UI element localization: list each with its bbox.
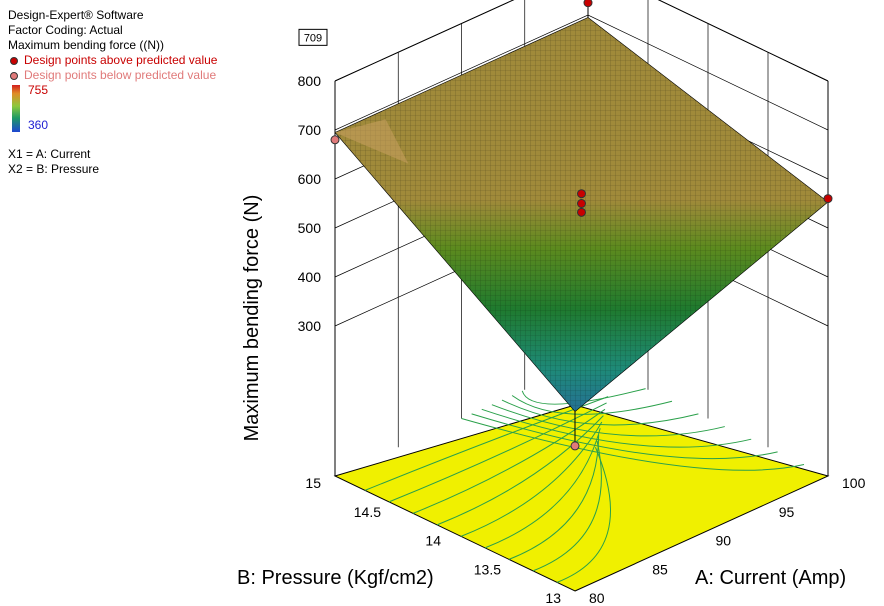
- legend-below-item: Design points below predicted value: [8, 68, 217, 83]
- contour-line: [556, 447, 611, 583]
- value-callout-text: 709: [304, 32, 322, 44]
- design-point: [570, 441, 580, 451]
- contour-line: [501, 399, 699, 426]
- surface-highlight: [335, 119, 409, 164]
- software-label: Design-Expert® Software: [8, 8, 144, 22]
- contour-line: [521, 388, 646, 405]
- contour-line: [471, 413, 778, 460]
- factor-coding-label: Factor Coding: Actual: [8, 23, 123, 37]
- above-point-icon: [10, 56, 18, 65]
- value-callout-box: [298, 28, 328, 46]
- z-tick-label: 500: [298, 220, 322, 236]
- z-axis-title: Maximum bending force (N): [241, 195, 263, 442]
- variable-key: X1 = A: Current X2 = B: Pressure: [8, 147, 217, 177]
- z-tick-label: 600: [298, 171, 322, 187]
- response-label: Maximum bending force ((N)): [8, 38, 165, 52]
- design-point: [330, 135, 340, 145]
- legend-above-item: Design points above predicted value: [8, 53, 217, 68]
- contour-line: [481, 408, 752, 448]
- z-tick-label: 700: [298, 122, 322, 138]
- design-point: [577, 189, 586, 199]
- z-tick-label: 800: [298, 73, 322, 89]
- floor-plane: [333, 404, 830, 592]
- contour-line: [461, 418, 805, 471]
- design-point: [583, 0, 593, 8]
- x-tick-label: 90: [716, 533, 732, 549]
- x2-label: X2 = B: Pressure: [8, 162, 100, 176]
- y-tick-label: 14.5: [354, 504, 381, 520]
- x-axis-title: A: Current (Amp): [695, 567, 846, 589]
- contour-line: [532, 440, 602, 572]
- x1-label: X1 = A: Current: [8, 147, 91, 161]
- z-tick-label: 400: [298, 269, 322, 285]
- gridline-z: [334, 0, 829, 82]
- color-scale-bar: [12, 85, 20, 132]
- x-tick-label: 80: [589, 590, 605, 606]
- design-point: [577, 199, 586, 208]
- y-tick-label: 14: [425, 533, 441, 549]
- color-scale-max: 755: [28, 83, 49, 97]
- contour-line: [491, 404, 725, 437]
- contour-line: [508, 434, 600, 560]
- contour-line: [484, 428, 601, 549]
- x-tick-label: 95: [779, 504, 795, 520]
- design-points: [330, 0, 833, 451]
- x-tick-label: 85: [652, 561, 668, 577]
- color-scale: 755 360: [8, 83, 217, 135]
- y-tick-label: 13: [545, 590, 561, 606]
- below-points-label: Design points below predicted value: [24, 68, 217, 82]
- legend-panel: Design-Expert® Software Factor Coding: A…: [8, 8, 217, 177]
- axis-labels: Maximum bending force (N) A: Current (Amp…: [237, 195, 846, 589]
- contour-line: [388, 402, 607, 503]
- below-point-icon: [10, 71, 18, 80]
- z-tick-label: 300: [298, 318, 322, 334]
- color-scale-min: 360: [28, 118, 49, 132]
- contour-line: [511, 395, 673, 415]
- contour-line: [412, 408, 606, 514]
- design-point: [823, 194, 833, 204]
- above-points-label: Design points above predicted value: [24, 53, 218, 67]
- y-tick-label: 15: [305, 475, 321, 491]
- contour-line: [436, 415, 604, 526]
- y-tick-label: 13.5: [474, 561, 501, 577]
- design-point: [577, 207, 586, 217]
- y-axis-title: B: Pressure (Kgf/cm2): [237, 567, 434, 589]
- contour-floor: [333, 388, 830, 592]
- x-tick-label: 100: [842, 475, 866, 491]
- contour-line: [460, 421, 603, 537]
- tick-labels: 300 400 500 600 700 800 80 85 90 95 100 13 13.5 14 14.…: [298, 28, 866, 606]
